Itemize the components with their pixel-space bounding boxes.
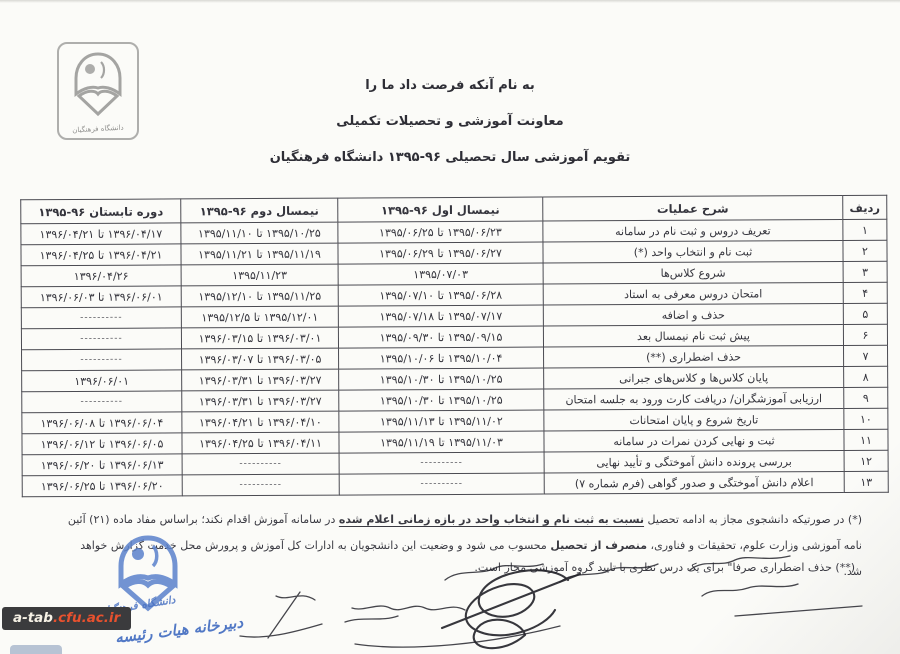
first-semester-dates: ۱۳۹۵/۱۰/۲۵ تا ۱۳۹۵/۱۰/۳۰ [338,389,544,412]
second-semester-dates: ۱۳۹۵/۱۱/۱۹ تا ۱۳۹۵/۱۱/۲۱ [180,243,339,265]
university-logo: دانشگاه فرهنگیان [57,42,139,140]
operation-description: شروع کلاس‌ها [543,261,844,285]
footnote1-text: نامه آموزشی وزارت علوم، تحقیقات و فناوری… [650,539,862,552]
header-second-semester: نیمسال دوم ۹۶-۱۳۹۵ [180,198,338,223]
operation-description: اعلام دانش آموختگی و صدور گواهی (فرم شما… [544,471,845,495]
first-semester-dates: ۱۳۹۵/۰۷/۱۷ تا ۱۳۹۵/۰۷/۱۸ [338,305,544,328]
first-semester-dates: ۱۳۹۵/۰۶/۲۸ تا ۱۳۹۵/۰۷/۱۰ [338,284,544,307]
operation-description: تاریخ شروع و پایان امتحانات [543,408,844,432]
signature-ink [239,555,863,650]
row-number: ۱ [842,219,887,241]
first-semester-dates: ۱۳۹۵/۱۱/۰۲ تا ۱۳۹۵/۱۱/۱۳ [338,410,544,433]
summer-term-dates: ۱۳۹۶/۰۶/۰۱ [21,369,182,392]
operation-description: بررسی پرونده دانش آموختگی و تأیید نهایی [544,450,845,474]
row-number: ۱۳ [844,471,889,493]
summer-term-dates: ۱۳۹۶/۰۴/۲۱ تا ۱۳۹۶/۰۴/۲۵ [20,243,182,266]
footnote1-text: در سامانه آموزش اقدام نکند؛ براساس مفاد … [67,513,336,526]
department-line: معاونت آموزشی و تحصیلات تکمیلی [336,114,564,129]
header-row-number: ردیف [842,195,887,220]
academic-calendar-table: ردیف شرح عملیات نیمسال اول ۹۶-۱۳۹۵ نیمسا… [20,195,889,498]
academic-calendar-table-wrap: ردیف شرح عملیات نیمسال اول ۹۶-۱۳۹۵ نیمسا… [20,195,889,498]
watermark-site-prefix: a-tab [13,610,53,626]
summer-term-dates: ۱۳۹۶/۰۶/۰۴ تا ۱۳۹۶/۰۶/۰۸ [21,411,182,434]
watermark-badge: a-tab.cfu.ac.ir [2,607,132,630]
row-number: ۲ [842,240,888,262]
logo-frame [57,42,139,140]
row-number: ۱۲ [844,450,889,472]
row-number: ۸ [843,366,888,388]
summer-term-dates: ۱۳۹۶/۰۶/۲۰ تا ۱۳۹۶/۰۶/۲۵ [22,474,183,497]
summer-term-dates: ۱۳۹۶/۰۴/۲۶ [21,264,182,287]
second-semester-dates: ---------- [182,453,340,475]
summer-term-dates: ---------- [21,327,182,350]
calendar-table-body: ۱ تعریف دروس و ثبت نام در سامانه ۱۳۹۵/۰۶/۲… [20,219,889,497]
operation-description: پیش ثبت نام نیمسال بعد [543,324,844,348]
summer-term-dates: ۱۳۹۶/۰۶/۰۵ تا ۱۳۹۶/۰۶/۱۲ [21,432,183,455]
summer-term-dates: ۱۳۹۶/۰۶/۱۳ تا ۱۳۹۶/۰۶/۲۰ [22,453,183,476]
bismillah-line: به نام آنکه فرصت داد ما را [365,78,535,93]
footnote1-underlined-phrase: نسبت به ثبت نام و انتخاب واحد در بازه زم… [338,513,645,526]
row-number: ۵ [843,303,888,325]
second-semester-dates: ۱۳۹۶/۰۴/۱۱ تا ۱۳۹۶/۰۴/۲۵ [181,432,340,454]
second-semester-dates: ۱۳۹۵/۱۱/۲۳ [181,264,339,286]
operation-description: تعریف دروس و ثبت نام در سامانه [542,219,843,243]
summer-term-dates: ---------- [21,306,182,329]
first-semester-dates: ۱۳۹۵/۱۱/۰۳ تا ۱۳۹۵/۱۱/۱۹ [338,431,545,454]
operation-description: حذف اضطراری (**) [543,345,844,369]
header-first-semester: نیمسال اول ۹۶-۱۳۹۵ [337,197,543,223]
first-semester-dates: ۱۳۹۵/۱۰/۰۴ تا ۱۳۹۵/۱۰/۰۶ [338,347,544,370]
second-semester-dates: ۱۳۹۶/۰۴/۱۰ تا ۱۳۹۶/۰۴/۲۱ [181,411,339,433]
row-number: ۱۰ [843,408,888,430]
summer-term-dates: ---------- [21,348,182,371]
first-semester-dates: ۱۳۹۵/۰۶/۲۳ تا ۱۳۹۵/۰۶/۲۵ [337,221,543,244]
row-number: ۴ [843,282,888,304]
summer-term-dates: ---------- [21,390,182,413]
first-semester-dates: ---------- [339,452,545,475]
row-number: ۹ [843,387,888,409]
footnote-emergency-drop: (**) حذف اضطراری صرفا" برای یک درس نظری … [474,561,855,574]
first-semester-dates: ۱۳۹۵/۰۹/۱۵ تا ۱۳۹۵/۰۹/۳۰ [338,326,544,349]
second-semester-dates: ۱۳۹۵/۱۰/۲۵ تا ۱۳۹۵/۱۱/۱۰ [180,222,338,244]
operation-description: ثبت و نهایی کردن نمرات در سامانه [543,429,845,453]
document-title: تقویم آموزشی سال تحصیلی ۹۶-۱۳۹۵ دانشگاه … [269,150,631,165]
operation-description: حذف و اضافه [543,303,844,327]
second-semester-dates: ۱۳۹۶/۰۳/۲۷ تا ۱۳۹۶/۰۳/۳۱ [181,390,339,412]
row-number: ۳ [843,261,888,283]
stamp-emblem-icon [118,535,178,612]
operation-description: ثبت نام و انتخاب واحد (*) [542,240,844,264]
first-semester-dates: ۱۳۹۵/۰۷/۰۳ [338,263,544,286]
first-semester-dates: ۱۳۹۵/۰۶/۲۷ تا ۱۳۹۵/۰۶/۲۹ [337,242,544,265]
header-operation: شرح عملیات [542,195,843,222]
second-semester-dates: ۱۳۹۶/۰۳/۰۵ تا ۱۳۹۶/۰۳/۰۷ [181,348,339,370]
second-semester-dates: ---------- [182,474,340,496]
operation-description: امتحان دروس معرفی به استاد [543,282,844,306]
operation-description: پایان کلاس‌ها و کلاس‌های جبرانی [543,366,844,390]
footnote-registration-warning: (*) در صورتیکه دانشجوی مجاز به ادامه تحص… [62,507,862,585]
first-semester-dates: ۱۳۹۵/۱۰/۲۵ تا ۱۳۹۵/۱۰/۳۰ [338,368,544,391]
table-row: ۱۳ اعلام دانش آموختگی و صدور گواهی (فرم ش… [22,471,889,497]
row-number: ۶ [843,324,888,346]
first-semester-dates: ---------- [339,473,545,496]
page-corner-tab [10,645,62,654]
summer-term-dates: ۱۳۹۶/۰۶/۰۱ تا ۱۳۹۶/۰۶/۰۳ [21,285,182,308]
header-summer-term: دوره تابستان ۹۶-۱۳۹۵ [20,198,181,224]
summer-term-dates: ۱۳۹۶/۰۴/۱۷ تا ۱۳۹۶/۰۴/۲۱ [20,222,181,245]
footnote1-bold-phrase: منصرف از تحصیل [550,539,648,552]
row-number: ۷ [843,345,888,367]
secretariat-stamp: دانشگاه فرهنگیان دبیرخانه هیات رئیسه [70,528,300,654]
row-number: ۱۱ [843,429,889,451]
operation-description: ارزیابی آموزشگران/ دریافت کارت ورود به ج… [543,387,844,411]
second-semester-dates: ۱۳۹۶/۰۳/۲۷ تا ۱۳۹۶/۰۳/۳۱ [181,369,339,391]
footnote1-text: (*) در صورتیکه دانشجوی مجاز به ادامه تحص… [647,513,862,526]
signatures-area [150,540,870,654]
watermark-site-suffix: .cfu.ac.ir [52,610,121,626]
second-semester-dates: ۱۳۹۵/۱۱/۲۵ تا ۱۳۹۵/۱۲/۱۰ [181,285,339,307]
footnote1-text: محسوب می شود و وضعیت این دانشجویان به اد… [80,539,862,578]
second-semester-dates: ۱۳۹۶/۰۳/۰۱ تا ۱۳۹۶/۰۳/۱۵ [181,327,339,349]
second-semester-dates: ۱۳۹۵/۱۲/۰۱ تا ۱۳۹۵/۱۲/۵ [181,306,339,328]
farhangian-emblem-icon [74,52,122,117]
